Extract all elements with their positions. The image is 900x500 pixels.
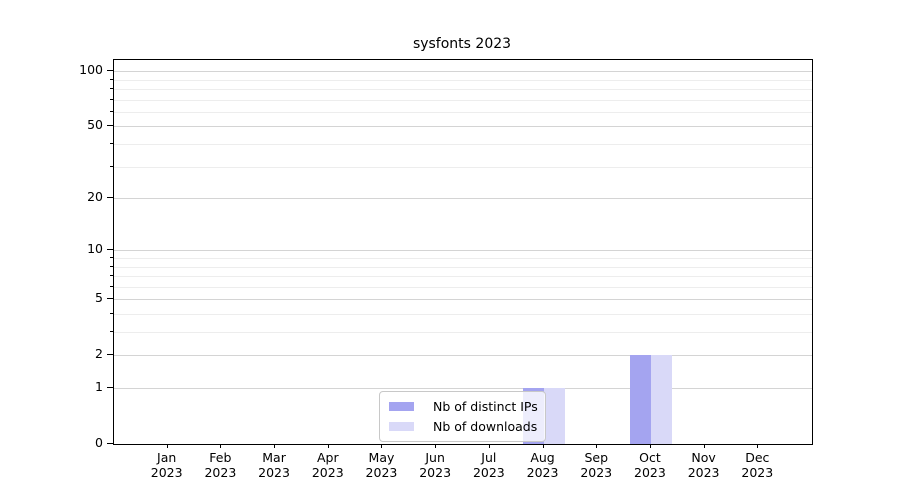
plot-area [113, 59, 813, 445]
y-minor-tick [110, 275, 113, 277]
bar-nb-of-downloads [650, 355, 672, 444]
x-tick [220, 444, 222, 448]
y-minor-tick [110, 256, 113, 258]
y-axis-label: 1 [95, 379, 103, 394]
grid-layer [114, 60, 812, 444]
x-tick [274, 444, 276, 448]
x-tick [381, 444, 383, 448]
x-tick [542, 444, 544, 448]
x-axis-label: Jul 2023 [472, 450, 505, 480]
minor-gridline [114, 79, 812, 81]
x-axis-label: Sep 2023 [580, 450, 613, 480]
legend: Nb of distinct IPs Nb of downloads [379, 391, 546, 442]
legend-entry-downloads: Nb of downloads [389, 418, 538, 435]
x-tick [649, 444, 651, 448]
x-tick [166, 444, 168, 448]
y-tick [107, 249, 113, 251]
minor-gridline [114, 286, 812, 288]
y-axis-label: 100 [79, 62, 103, 78]
x-tick [703, 444, 705, 448]
y-tick [107, 298, 113, 300]
chart-title: sysfonts 2023 [412, 36, 512, 52]
minor-gridline [114, 257, 812, 259]
x-tick [757, 444, 759, 448]
major-gridline [114, 355, 812, 357]
x-axis-label: Jun 2023 [419, 450, 452, 480]
y-axis-label: 5 [95, 290, 103, 306]
x-axis-label: Feb 2023 [204, 450, 237, 480]
y-minor-tick [110, 265, 113, 267]
major-gridline [114, 198, 812, 200]
x-axis-label: May 2023 [365, 450, 398, 480]
x-axis-label: Apr 2023 [311, 450, 344, 480]
y-tick [107, 387, 113, 388]
minor-gridline [114, 166, 812, 168]
y-tick [107, 125, 113, 127]
legend-swatch-distinct-ips [389, 402, 414, 411]
y-axis-label: 10 [87, 241, 103, 257]
y-minor-tick [110, 98, 113, 100]
minor-gridline [114, 266, 812, 268]
minor-gridline [114, 276, 812, 278]
y-minor-tick [110, 312, 113, 314]
y-axis-label: 2 [95, 346, 103, 362]
minor-gridline [114, 99, 812, 101]
x-tick [488, 444, 490, 448]
bar-layer [114, 60, 812, 444]
major-gridline [114, 71, 812, 73]
minor-gridline [114, 332, 812, 333]
x-axis-label: Oct 2023 [634, 450, 666, 480]
y-axis-label: 20 [87, 189, 103, 205]
x-tick [327, 444, 329, 448]
bar-nb-of-distinct-ips [629, 355, 651, 444]
major-gridline [114, 126, 812, 128]
y-tick [107, 354, 113, 356]
y-minor-tick [110, 143, 113, 144]
x-axis-label: Dec 2023 [741, 450, 774, 480]
major-gridline [114, 250, 812, 252]
legend-label-downloads: Nb of downloads [433, 419, 538, 434]
major-gridline [114, 388, 812, 389]
major-gridline [114, 299, 812, 301]
x-tick [596, 444, 598, 448]
legend-label-distinct-ips: Nb of distinct IPs [433, 399, 538, 414]
y-axis-label: 50 [87, 117, 103, 133]
minor-gridline [114, 89, 812, 90]
y-minor-tick [110, 331, 113, 332]
y-tick [107, 197, 113, 199]
y-axis-label: 0 [95, 435, 103, 450]
bar-nb-of-downloads [543, 388, 565, 444]
y-tick [107, 443, 113, 444]
x-axis-label: Mar 2023 [258, 450, 290, 480]
minor-gridline [114, 313, 812, 315]
minor-gridline [114, 144, 812, 145]
y-minor-tick [110, 285, 113, 287]
minor-gridline [114, 111, 812, 113]
y-minor-tick [110, 165, 113, 167]
y-minor-tick [110, 78, 113, 80]
y-tick [107, 70, 113, 72]
x-axis-label: Jan 2023 [150, 450, 183, 480]
x-tick [435, 444, 437, 448]
x-axis-label: Nov 2023 [687, 450, 720, 480]
legend-swatch-downloads [389, 422, 414, 431]
y-minor-tick [110, 88, 113, 89]
x-axis-label: Aug 2023 [526, 450, 559, 480]
legend-entry-distinct-ips: Nb of distinct IPs [389, 398, 538, 415]
y-minor-tick [110, 110, 113, 112]
